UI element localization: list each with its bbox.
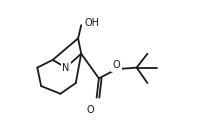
Text: N: N [62,63,69,73]
Text: O: O [87,105,94,115]
Text: O: O [113,60,120,70]
Text: OH: OH [84,18,99,28]
